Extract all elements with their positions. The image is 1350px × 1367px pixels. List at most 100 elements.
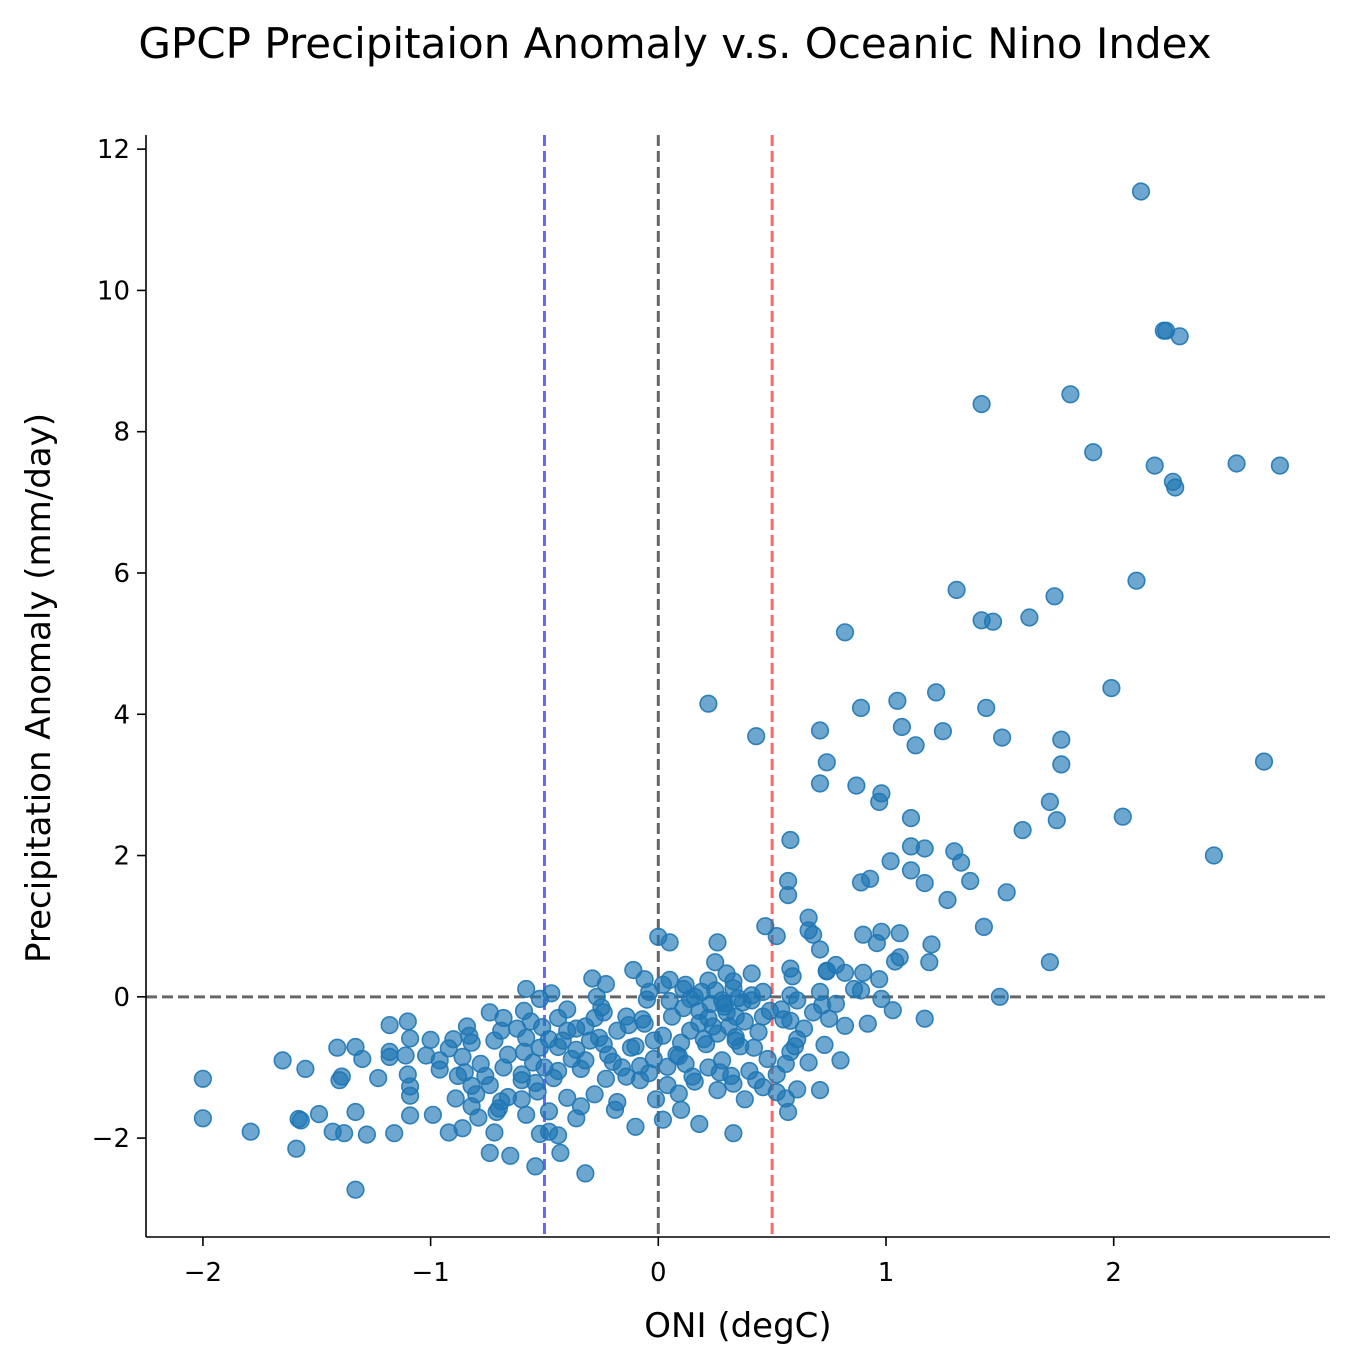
data-point [703, 1017, 723, 1036]
data-point [671, 1100, 691, 1119]
data-point [544, 1068, 563, 1088]
data-point [530, 1124, 550, 1143]
x-axis-label: ONI (degC) [644, 1306, 831, 1346]
data-point [781, 830, 800, 850]
data-point [835, 1016, 855, 1035]
data-point [758, 1049, 777, 1069]
data-point [1084, 443, 1103, 462]
data-point [512, 1090, 531, 1109]
data-point [685, 1072, 704, 1091]
data-point [722, 1066, 741, 1085]
data-point [353, 1049, 372, 1069]
data-point [1013, 820, 1032, 840]
data-point [380, 1047, 399, 1066]
data-point [453, 1047, 472, 1066]
data-point [778, 885, 798, 905]
data-point [630, 1071, 650, 1090]
data-point [690, 1114, 709, 1134]
data-point [851, 873, 871, 892]
data-point [521, 1012, 540, 1031]
data-point [567, 1109, 586, 1128]
data-point [753, 1007, 773, 1026]
data-point [401, 1106, 420, 1125]
data-point [742, 964, 761, 983]
data-point [835, 623, 855, 642]
chart-title: GPCP Precipitaion Anomaly v.s. Oceanic N… [138, 19, 1211, 68]
data-point [817, 961, 836, 980]
data-point [526, 1073, 545, 1093]
y-axis-label: Precipitation Anomaly (mm/day) [19, 413, 59, 963]
data-point [457, 1017, 477, 1036]
data-point [926, 683, 946, 702]
data-point [854, 963, 873, 982]
data-point [788, 991, 807, 1010]
data-point [740, 1061, 759, 1081]
data-point [1113, 807, 1132, 826]
data-point [1145, 456, 1164, 475]
data-point [1102, 678, 1121, 698]
data-point [517, 1105, 536, 1124]
data-point [553, 1031, 572, 1050]
data-point [646, 1090, 666, 1109]
data-point [772, 1000, 791, 1019]
data-point [906, 736, 925, 755]
data-point [681, 1021, 700, 1040]
data-point [471, 1054, 490, 1073]
data-point [1154, 321, 1173, 340]
data-point [1227, 454, 1246, 473]
y-tick-label: 0 [113, 983, 130, 1013]
data-point [494, 1008, 513, 1028]
data-point [712, 991, 732, 1010]
data-point [817, 753, 836, 772]
data-point [854, 925, 873, 944]
data-point [273, 1051, 292, 1070]
data-point [309, 1104, 329, 1124]
data-point [357, 1125, 377, 1144]
data-point [596, 1069, 616, 1088]
y-tick-label: 10 [97, 276, 130, 306]
data-point [844, 979, 864, 999]
data-point [501, 1146, 520, 1165]
data-point [961, 871, 980, 891]
data-point [872, 989, 891, 1009]
data-point [608, 1021, 627, 1040]
x-tick-label: 2 [1105, 1258, 1122, 1288]
data-point [594, 1003, 613, 1022]
data-point [974, 917, 994, 937]
data-point [1045, 587, 1064, 606]
x-tick-label: 0 [650, 1258, 667, 1288]
data-point [1040, 953, 1059, 972]
data-point [753, 1078, 773, 1097]
data-point [699, 694, 718, 713]
y-tick-label: 4 [113, 700, 130, 730]
data-point [890, 924, 909, 943]
data-point [571, 1059, 591, 1078]
y-tick-label: −2 [92, 1124, 130, 1154]
y-tick-label: 8 [113, 418, 130, 448]
data-point [947, 580, 966, 600]
data-point [810, 940, 830, 959]
data-point [977, 698, 996, 718]
x-tick-label: 1 [878, 1258, 895, 1288]
data-point [858, 1014, 877, 1033]
y-tick-label: 2 [113, 842, 130, 872]
data-point [990, 987, 1009, 1006]
data-point [430, 1051, 449, 1070]
data-point [708, 933, 727, 952]
data-point [498, 1045, 518, 1064]
data-point [596, 974, 616, 994]
data-point [385, 1124, 404, 1143]
data-point [835, 963, 855, 982]
data-point [287, 1139, 306, 1158]
data-point [1061, 385, 1080, 404]
data-point [637, 990, 657, 1009]
y-tick-label: 6 [113, 559, 130, 589]
data-point [851, 698, 871, 718]
y-tick-label: 12 [97, 135, 130, 165]
data-point [1020, 608, 1039, 627]
data-point [401, 1029, 420, 1048]
data-point [291, 1111, 310, 1130]
data-point [653, 1026, 673, 1045]
data-point [778, 1102, 798, 1122]
